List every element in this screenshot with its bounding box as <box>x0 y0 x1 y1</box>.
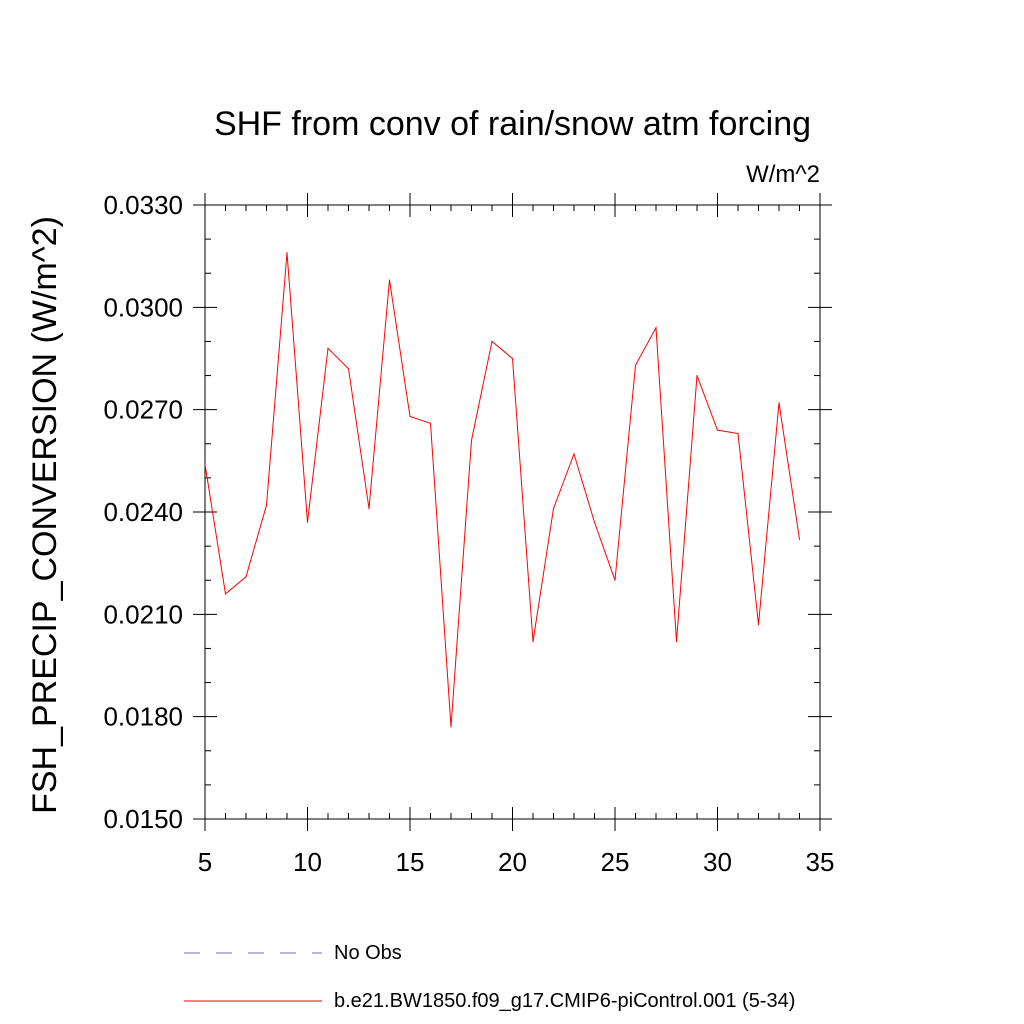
y-tick-label: 0.0270 <box>103 395 183 425</box>
y-tick-label: 0.0180 <box>103 702 183 732</box>
data-point <box>204 463 206 465</box>
data-point <box>245 576 247 578</box>
data-point <box>470 439 473 441</box>
data-point <box>511 357 514 360</box>
x-tick-label: 35 <box>806 847 835 877</box>
legend-swatch-model <box>184 1000 322 1002</box>
data-point <box>409 415 411 418</box>
data-point <box>532 641 534 643</box>
data-point <box>634 364 637 366</box>
legend-item-no-obs: No Obs <box>184 938 884 968</box>
data-point <box>368 507 370 510</box>
data-point <box>429 422 432 424</box>
data-point <box>696 374 698 377</box>
legend-swatch-no-obs <box>184 952 322 954</box>
data-point <box>593 521 596 523</box>
data-point <box>327 347 329 349</box>
series-line <box>204 252 800 727</box>
plot-frame <box>204 204 821 820</box>
x-tick-label: 5 <box>198 847 212 877</box>
data-point <box>614 579 616 581</box>
data-point <box>757 623 760 626</box>
data-point <box>737 432 739 435</box>
data-point <box>716 429 719 431</box>
data-point <box>573 453 575 455</box>
data-point <box>306 521 309 523</box>
legend-item-model: b.e21.BW1850.f09_g17.CMIP6-piControl.001… <box>184 986 884 1016</box>
data-point <box>491 340 493 343</box>
x-tick-label: 15 <box>396 847 425 877</box>
data-point <box>388 279 391 281</box>
data-point <box>778 402 780 404</box>
chart-title: SHF from conv of rain/snow atm forcing <box>213 105 812 143</box>
y-tick-label: 0.0330 <box>103 190 183 220</box>
x-tick-label: 10 <box>293 847 322 877</box>
y-tick-label: 0.0240 <box>103 497 183 527</box>
x-tick-label: 20 <box>498 847 527 877</box>
legend-label-no-obs: No Obs <box>334 942 402 964</box>
data-point <box>450 726 452 728</box>
x-tick-label: 30 <box>703 847 732 877</box>
data-point <box>552 507 555 510</box>
data-point <box>655 327 657 329</box>
units-label: W/m^2 <box>746 161 820 188</box>
x-tick-label: 25 <box>601 847 630 877</box>
y-tick-label: 0.0300 <box>103 292 183 322</box>
y-tick-label: 0.0210 <box>103 599 183 629</box>
y-tick-label: 0.0150 <box>103 804 183 834</box>
data-point <box>347 368 350 370</box>
legend-label-model: b.e21.BW1850.f09_g17.CMIP6-piControl.001… <box>334 990 796 1012</box>
data-point <box>265 504 268 506</box>
data-point <box>798 538 801 540</box>
data-point <box>675 641 678 643</box>
data-point <box>224 593 227 595</box>
data-point <box>286 252 288 254</box>
